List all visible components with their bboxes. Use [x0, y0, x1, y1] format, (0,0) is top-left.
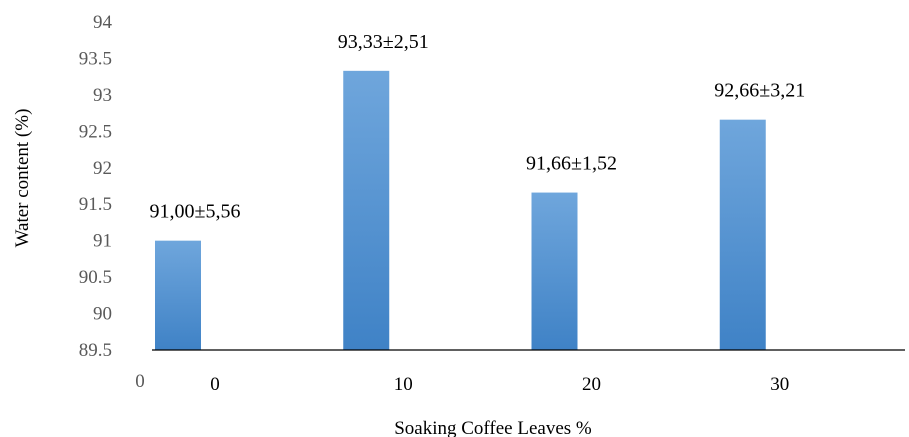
data-label: 91,66±1,52 [526, 153, 617, 175]
x-origin-label: 0 [135, 371, 145, 392]
y-axis-ticks: 89.5 90 90.5 91 91.5 92 92.5 93 93.5 94 [79, 12, 113, 361]
y-tick-label: 92.5 [79, 121, 112, 142]
x-tick-label: 0 [210, 374, 220, 395]
bar [155, 240, 201, 350]
y-axis-title: Water content (%) [12, 109, 33, 248]
bars [155, 70, 766, 350]
y-tick-label: 90.5 [79, 267, 112, 288]
x-axis-title: Soaking Coffee Leaves % [394, 418, 592, 437]
y-tick-label: 94 [93, 12, 113, 33]
x-tick-label: 10 [394, 374, 413, 395]
y-tick-label: 90 [93, 304, 112, 325]
data-label: 93,33±2,51 [338, 31, 429, 53]
data-label: 91,00±5,56 [150, 201, 241, 223]
x-tick-label: 20 [582, 374, 601, 395]
y-tick-label: 91.5 [79, 194, 112, 215]
bar [719, 119, 766, 350]
data-label: 92,66±3,21 [714, 80, 805, 102]
y-tick-label: 89.5 [79, 340, 112, 361]
x-axis-ticks: 0 10 20 30 [210, 374, 789, 395]
bar [531, 192, 578, 350]
y-tick-label: 91 [93, 231, 112, 252]
x-tick-label: 30 [770, 374, 789, 395]
y-tick-label: 93 [93, 85, 112, 106]
bar [343, 70, 390, 350]
data-labels: 91,00±5,56 93,33±2,51 91,66±1,52 92,66±3,21 [150, 31, 806, 223]
y-tick-label: 93.5 [79, 48, 112, 69]
y-tick-label: 92 [93, 158, 112, 179]
